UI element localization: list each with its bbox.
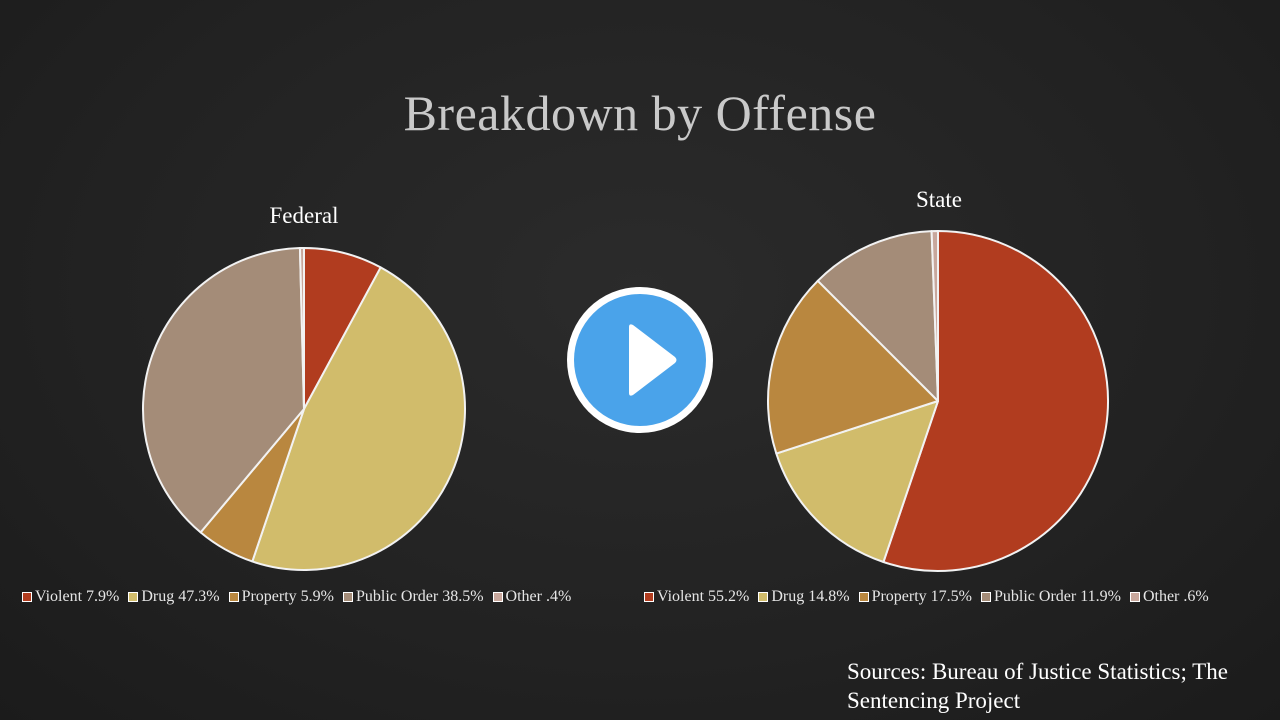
legend-swatch-property xyxy=(228,592,239,602)
legend-item-public-order: Public Order 38.5% xyxy=(343,588,484,606)
legend-label: Public Order 11.9% xyxy=(994,588,1121,605)
legend-item-property: Property 17.5% xyxy=(858,588,973,606)
legend-label: Drug 47.3% xyxy=(141,588,220,605)
legend-item-other: Other .6% xyxy=(1129,588,1209,606)
legend-swatch-violent xyxy=(22,592,32,602)
legend-item-violent: Violent 55.2% xyxy=(644,588,749,606)
state-chart-title: State xyxy=(916,187,962,212)
legend-swatch-property xyxy=(858,592,869,602)
play-icon[interactable] xyxy=(567,287,713,433)
pie-slice-other xyxy=(298,247,305,410)
legend-swatch-public-order xyxy=(343,592,354,602)
legend-item-violent: Violent 7.9% xyxy=(22,588,119,606)
legend-label: Property 5.9% xyxy=(241,588,335,605)
state-legend: Violent 55.2% Drug 14.8% Property 17.5% … xyxy=(644,588,1218,606)
federal-chart-title: Federal xyxy=(269,203,339,228)
legend-item-other: Other .4% xyxy=(492,588,572,606)
legend-item-drug: Drug 14.8% xyxy=(758,588,850,606)
pie-slice-other xyxy=(930,230,939,402)
legend-label: Other .4% xyxy=(505,588,572,605)
legend-label: Other .6% xyxy=(1142,588,1209,605)
legend-item-drug: Drug 47.3% xyxy=(128,588,220,606)
legend-label: Public Order 38.5% xyxy=(356,588,484,605)
legend-label: Property 17.5% xyxy=(871,588,973,605)
federal-legend: Violent 7.9% Drug 47.3% Property 5.9% Pu… xyxy=(22,588,580,606)
pie-slice-public-order xyxy=(142,247,305,534)
legend-label: Violent 55.2% xyxy=(657,588,750,605)
legend-swatch-drug xyxy=(128,592,139,602)
pie-slice-property xyxy=(767,279,939,455)
legend-item-property: Property 5.9% xyxy=(228,588,335,606)
legend-swatch-other xyxy=(492,592,503,602)
legend-swatch-violent xyxy=(644,592,654,602)
legend-swatch-other xyxy=(1129,592,1140,602)
legend-swatch-drug xyxy=(758,592,769,602)
pie-slice-drug xyxy=(251,266,466,571)
pie-slice-public-order xyxy=(816,230,939,402)
sources-note: Sources: Bureau of Justice Statistics; T… xyxy=(847,659,1228,713)
play-button[interactable] xyxy=(567,287,713,433)
legend-swatch-public-order xyxy=(981,592,992,602)
pie-slice-violent xyxy=(882,230,1109,572)
legend-label: Drug 14.8% xyxy=(771,588,850,605)
legend-label: Violent 7.9% xyxy=(35,588,120,605)
legend-item-public-order: Public Order 11.9% xyxy=(981,588,1121,606)
slide-title: Breakdown by Offense xyxy=(403,85,877,141)
